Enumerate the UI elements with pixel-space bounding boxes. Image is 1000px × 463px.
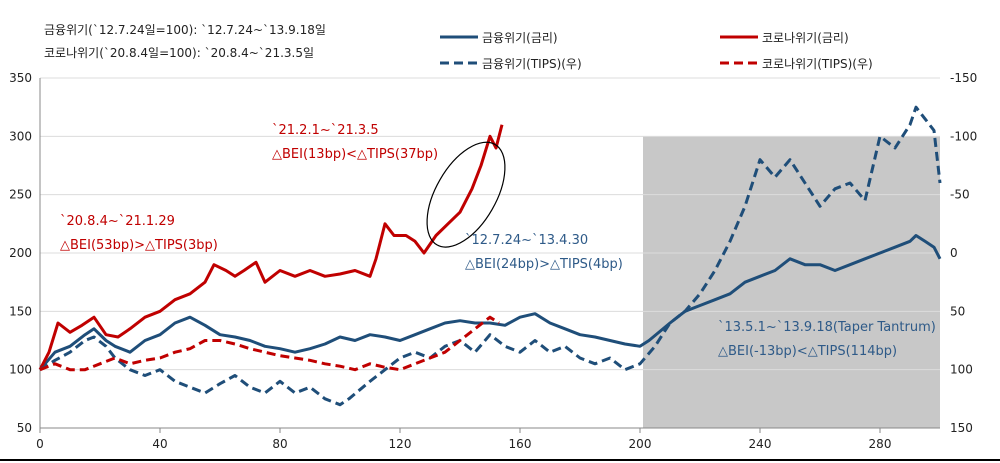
highlight-ellipse [426, 141, 506, 248]
annotation: △BEI(53bp)>△TIPS(3bp) [60, 238, 218, 253]
y-left-tick-label: 50 [17, 421, 32, 435]
x-tick-label: 160 [509, 437, 532, 451]
shaded-region [643, 136, 940, 429]
legend-label: 금융위기(TIPS)(우) [482, 57, 582, 71]
legend-label: 금융위기(금리) [482, 31, 558, 45]
y-right-tick-label: -100 [950, 129, 977, 143]
annotation: `21.2.1~`21.3.5 [272, 123, 379, 138]
annotation: △BEI(-13bp)<△TIPS(114bp) [718, 344, 897, 359]
y-left-tick-label: 150 [9, 304, 32, 318]
series-line-0 [38, 234, 942, 371]
x-tick-label: 80 [272, 437, 287, 451]
y-right-tick-label: 0 [950, 246, 958, 260]
series-line-2 [39, 105, 942, 407]
y-right-tick-label: 50 [950, 304, 965, 318]
y-right-tick-label: 150 [950, 421, 973, 435]
annotation: △BEI(24bp)>△TIPS(4bp) [465, 257, 623, 272]
y-right-tick-label: -50 [950, 188, 970, 202]
legend-label: 코로나위기(금리) [762, 31, 849, 45]
y-left-tick-label: 300 [9, 129, 32, 143]
y-right-tick-label: 100 [950, 363, 973, 377]
y-left-tick-label: 100 [9, 363, 32, 377]
annotation: `20.8.4~`21.1.29 [60, 214, 175, 229]
header-note: 금융위기(`12.7.24일=100): `12.7.24~`13.9.18일 [44, 23, 326, 37]
x-tick-label: 0 [36, 437, 44, 451]
y-left-tick-label: 350 [9, 71, 32, 85]
series-line-1 [38, 124, 504, 371]
annotation: `13.5.1~`13.9.18(Taper Tantrum) [718, 320, 936, 335]
y-right-tick-label: -150 [950, 71, 977, 85]
header-note: 코로나위기(`20.8.4일=100): `20.8.4~`21.3.5일 [44, 46, 314, 60]
x-tick-label: 200 [629, 437, 652, 451]
legend-label: 코로나위기(TIPS)(우) [762, 57, 873, 71]
y-left-tick-label: 200 [9, 246, 32, 260]
x-tick-label: 240 [749, 437, 772, 451]
y-left-tick-label: 250 [9, 188, 32, 202]
series-line-3 [39, 315, 500, 372]
x-tick-label: 40 [152, 437, 167, 451]
x-tick-label: 280 [869, 437, 892, 451]
annotation: `12.7.24~`13.4.30 [465, 233, 588, 248]
annotation: △BEI(13bp)<△TIPS(37bp) [272, 147, 438, 162]
x-tick-label: 120 [389, 437, 412, 451]
